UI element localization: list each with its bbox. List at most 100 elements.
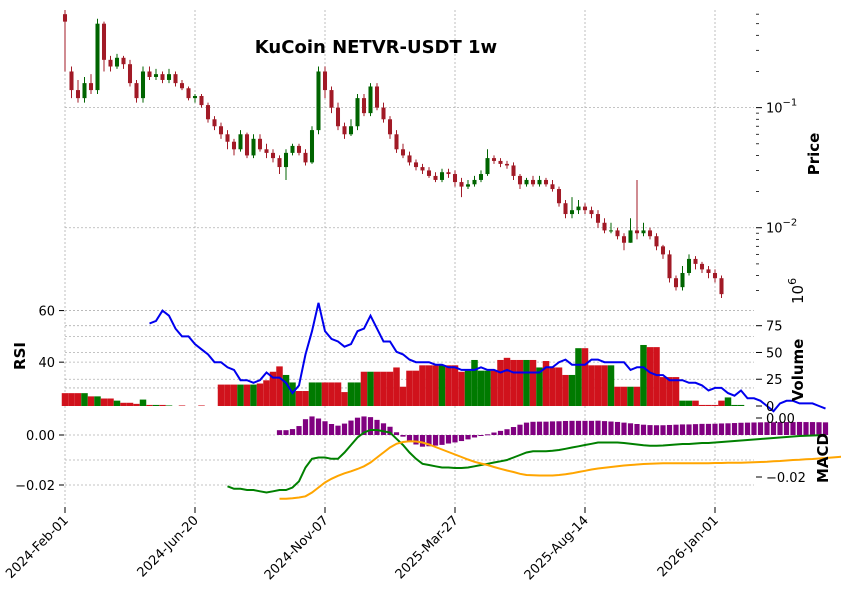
volume-axis-label: Volume — [789, 339, 807, 402]
candle-body — [270, 152, 276, 159]
macd-hist-bar — [309, 416, 315, 435]
price-tick-exponent: −2 — [783, 218, 798, 229]
macd-hist-bar — [809, 422, 816, 435]
candle-body — [719, 278, 724, 295]
rsi-panel — [149, 302, 826, 413]
x-tick-label: 2025-Aug-14 — [522, 513, 592, 583]
candle-body — [238, 134, 243, 150]
volume-bar — [334, 382, 342, 406]
candle-body — [465, 184, 471, 187]
candle-body — [511, 165, 516, 176]
macd-hist-bar — [458, 435, 465, 442]
candle-body — [439, 172, 445, 180]
macd-hist-bar — [718, 423, 725, 435]
candle-body — [186, 88, 191, 99]
volume-bar — [659, 377, 667, 406]
candle-body — [355, 98, 360, 127]
macd-hist-bar — [686, 424, 692, 435]
volume-bar — [731, 404, 738, 406]
volume-tick-label: 25 — [766, 373, 783, 388]
volume-bar — [581, 348, 589, 406]
candle-body — [153, 74, 159, 77]
volume-bar — [425, 365, 433, 406]
macd-hist-bar — [647, 425, 653, 435]
candle-body — [426, 170, 432, 176]
macd-hist-bar — [400, 435, 406, 437]
macd-hist-bar — [608, 421, 614, 435]
candle-body — [628, 230, 633, 243]
volume-bar — [672, 377, 680, 406]
volume-bar — [263, 380, 270, 406]
volume-bar — [646, 347, 654, 406]
volume-bar — [250, 384, 257, 406]
macd-hist-bar — [725, 423, 731, 435]
macd-hist-bar — [582, 420, 588, 435]
volume-multiplier: 106 — [786, 278, 807, 304]
volume-bar — [74, 393, 82, 406]
macd-hist-bar — [276, 430, 283, 435]
candle-body — [699, 263, 705, 270]
volume-bar — [87, 396, 95, 406]
macd-hist-bar — [484, 434, 491, 436]
volume-bar — [445, 365, 452, 406]
volume-bar — [308, 382, 316, 406]
macd-hist-bar — [419, 435, 426, 447]
volume-bar — [679, 400, 686, 406]
volume-bar — [321, 382, 329, 406]
candle-body — [335, 107, 341, 127]
candle-body — [134, 83, 139, 99]
macd-hist-bar — [673, 424, 679, 435]
volume-bar — [347, 382, 355, 406]
macd-hist-bar — [445, 435, 452, 444]
candle-body — [322, 71, 328, 91]
macd-hist-bar — [601, 421, 608, 435]
candle-body — [660, 246, 666, 255]
volume-bar — [224, 384, 231, 406]
volume-bar — [295, 391, 303, 406]
macd-hist-bar — [822, 422, 829, 435]
candle-body — [459, 182, 464, 187]
x-tick-label: 2024-Feb-01 — [3, 513, 72, 582]
candle-body — [296, 145, 302, 153]
volume-bar — [406, 370, 413, 406]
volume-bar — [81, 393, 88, 406]
candle-body — [361, 98, 367, 114]
candle-body — [641, 230, 646, 234]
volume-bar — [354, 382, 361, 406]
volume-bar — [490, 370, 498, 406]
volume-bar — [640, 344, 647, 406]
volume-bar — [516, 359, 524, 406]
candle-body — [166, 74, 172, 80]
macd-hist-bar — [536, 421, 543, 435]
candle-body — [257, 138, 263, 150]
volume-bar — [705, 404, 712, 406]
volume-bar — [68, 393, 75, 406]
macd-hist-bar — [348, 420, 354, 435]
macd-hist-bar — [387, 426, 393, 435]
macd-hist-bar — [770, 422, 777, 435]
macd-hist-bar — [439, 435, 445, 445]
macd-hist-bar — [497, 430, 504, 435]
macd-hist-bar — [666, 424, 673, 435]
macd-hist-bar — [699, 423, 705, 435]
volume-bar — [94, 396, 101, 406]
macd-hist-bar — [296, 426, 302, 435]
candle-body — [400, 149, 406, 156]
volume-bar — [737, 404, 745, 406]
candle-body — [108, 59, 113, 67]
volume-bar — [633, 386, 641, 406]
candle-body — [673, 278, 679, 288]
candle-body — [212, 119, 217, 127]
volume-bar — [113, 400, 121, 406]
macd-left-tick-label: −0.02 — [15, 479, 55, 494]
volume-bar — [315, 382, 322, 406]
volume-bar — [152, 404, 160, 406]
volume-bar — [438, 365, 446, 406]
volume-bar — [549, 367, 556, 406]
macd-hist-bar — [796, 421, 803, 435]
candle-body — [69, 71, 74, 91]
macd-hist-bar — [413, 435, 419, 445]
volume-tick-label: 0 — [766, 400, 774, 415]
candle-body — [543, 179, 549, 185]
volume-bar — [484, 370, 491, 406]
